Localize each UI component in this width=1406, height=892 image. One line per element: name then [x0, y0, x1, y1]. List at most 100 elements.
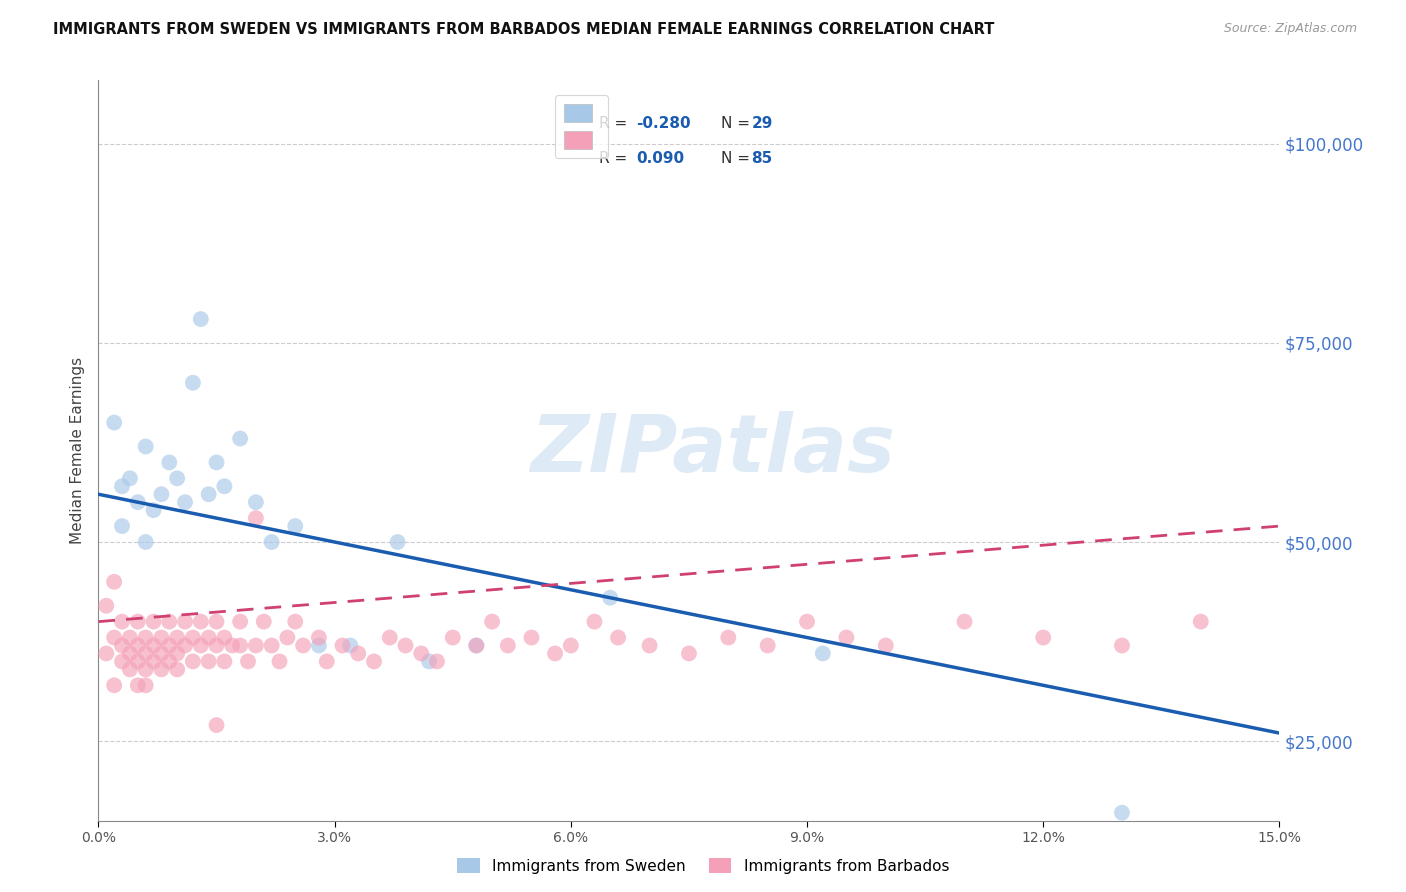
Point	[181, 655, 204, 669]
Point	[111, 519, 134, 533]
Text: IMMIGRANTS FROM SWEDEN VS IMMIGRANTS FROM BARBADOS MEDIAN FEMALE EARNINGS CORREL: IMMIGRANTS FROM SWEDEN VS IMMIGRANTS FRO…	[53, 22, 995, 37]
Point	[835, 631, 858, 645]
Point	[127, 495, 149, 509]
Point	[103, 416, 125, 430]
Point	[214, 631, 236, 645]
Point	[260, 639, 283, 653]
Text: 29: 29	[752, 116, 773, 131]
Text: N =: N =	[721, 116, 755, 131]
Point	[284, 615, 307, 629]
Point	[127, 639, 149, 653]
Point	[103, 631, 125, 645]
Point	[292, 639, 315, 653]
Point	[638, 639, 661, 653]
Point	[418, 655, 440, 669]
Point	[496, 639, 519, 653]
Point	[308, 639, 330, 653]
Point	[717, 631, 740, 645]
Point	[253, 615, 276, 629]
Point	[181, 631, 204, 645]
Point	[544, 647, 567, 661]
Point	[127, 615, 149, 629]
Point	[135, 662, 157, 676]
Point	[378, 631, 401, 645]
Text: N =: N =	[721, 151, 755, 166]
Point	[221, 639, 243, 653]
Point	[150, 487, 173, 501]
Point	[236, 655, 259, 669]
Point	[560, 639, 582, 653]
Point	[465, 639, 488, 653]
Point	[678, 647, 700, 661]
Point	[481, 615, 503, 629]
Point	[190, 312, 212, 326]
Legend: , : ,	[555, 95, 609, 158]
Point	[150, 662, 173, 676]
Point	[150, 631, 173, 645]
Point	[166, 662, 188, 676]
Point	[229, 432, 252, 446]
Point	[1032, 631, 1054, 645]
Point	[1111, 805, 1133, 820]
Point	[103, 574, 125, 589]
Text: ZIPatlas: ZIPatlas	[530, 411, 896, 490]
Point	[174, 615, 197, 629]
Point	[103, 678, 125, 692]
Text: Source: ZipAtlas.com: Source: ZipAtlas.com	[1223, 22, 1357, 36]
Point	[157, 655, 180, 669]
Point	[607, 631, 630, 645]
Point	[308, 631, 330, 645]
Point	[205, 639, 228, 653]
Point	[260, 535, 283, 549]
Point	[332, 639, 354, 653]
Point	[135, 631, 157, 645]
Point	[118, 631, 141, 645]
Legend: Immigrants from Sweden, Immigrants from Barbados: Immigrants from Sweden, Immigrants from …	[451, 852, 955, 880]
Point	[118, 471, 141, 485]
Point	[347, 647, 370, 661]
Point	[214, 655, 236, 669]
Point	[150, 647, 173, 661]
Point	[111, 615, 134, 629]
Point	[174, 495, 197, 509]
Point	[394, 639, 416, 653]
Point	[142, 639, 165, 653]
Point	[599, 591, 621, 605]
Point	[465, 639, 488, 653]
Point	[127, 655, 149, 669]
Point	[1111, 639, 1133, 653]
Point	[315, 655, 337, 669]
Point	[245, 511, 267, 525]
Point	[205, 615, 228, 629]
Point	[1189, 615, 1212, 629]
Point	[276, 631, 298, 645]
Point	[205, 455, 228, 469]
Point	[387, 535, 409, 549]
Point	[118, 647, 141, 661]
Point	[197, 655, 219, 669]
Point	[111, 639, 134, 653]
Point	[245, 495, 267, 509]
Point	[157, 639, 180, 653]
Point	[363, 655, 385, 669]
Point	[166, 471, 188, 485]
Point	[142, 655, 165, 669]
Text: 85: 85	[752, 151, 773, 166]
Point	[229, 615, 252, 629]
Point	[166, 631, 188, 645]
Point	[583, 615, 606, 629]
Point	[284, 519, 307, 533]
Point	[111, 479, 134, 493]
Point	[229, 639, 252, 653]
Point	[118, 662, 141, 676]
Point	[197, 487, 219, 501]
Point	[135, 440, 157, 454]
Point	[127, 678, 149, 692]
Point	[157, 615, 180, 629]
Text: -0.280: -0.280	[636, 116, 690, 131]
Point	[756, 639, 779, 653]
Point	[181, 376, 204, 390]
Text: R =: R =	[599, 116, 633, 131]
Point	[811, 647, 834, 661]
Point	[214, 479, 236, 493]
